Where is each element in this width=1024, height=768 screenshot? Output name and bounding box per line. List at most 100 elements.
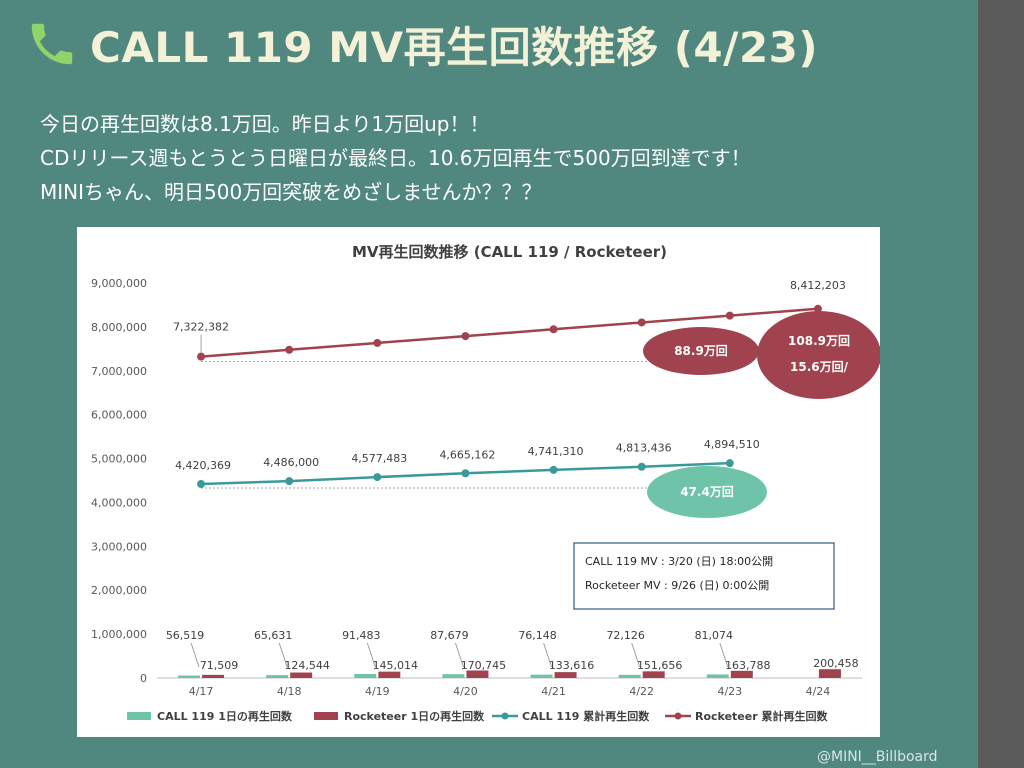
data-label-rocketeer-daily: 151,656	[637, 659, 683, 672]
data-label-call119-daily: 72,126	[606, 629, 645, 642]
y-tick-label: 2,000,000	[91, 584, 147, 597]
x-tick-label: 4/17	[189, 685, 214, 698]
point-call119-cumulative	[285, 477, 294, 486]
side-strip	[978, 0, 1024, 768]
data-label-call119-daily: 56,519	[166, 629, 205, 642]
chart-panel: MV再生回数推移 (CALL 119 / Rocketeer) 0 1,000,00…	[77, 227, 880, 737]
x-tick-label: 4/22	[629, 685, 654, 698]
bar-rocketeer-daily	[554, 672, 577, 678]
leader-line	[366, 642, 376, 668]
y-tick-label: 8,000,000	[91, 321, 147, 334]
point-rocketeer-cumulative	[725, 311, 734, 320]
y-tick-label: 3,000,000	[91, 540, 147, 553]
data-label-call119-cumulative: 4,420,369	[175, 459, 231, 472]
data-label-call119-cumulative: 4,577,483	[351, 452, 407, 465]
bar-rocketeer-daily	[290, 672, 313, 678]
bar-call119-daily	[530, 674, 553, 678]
bar-rocketeer-daily	[642, 671, 665, 678]
leader-line	[278, 642, 288, 668]
message-text: 今日の再生回数は8.1万回。昨日より1万回up！！ CDリリース週もとうとう日曜…	[40, 107, 751, 209]
bar-call119-daily	[442, 674, 465, 678]
legend-swatch	[127, 712, 151, 720]
bar-call119-daily	[618, 674, 641, 678]
message-line-2: CDリリース週もとうとう日曜日が最終日。10.6万回再生で500万回到達です！	[40, 146, 751, 170]
info-box-line: CALL 119 MV : 3/20 (日) 18:00公開	[585, 555, 773, 568]
point-call119-cumulative	[461, 469, 470, 478]
annotation-ellipse	[647, 466, 767, 518]
point-rocketeer-cumulative	[197, 352, 206, 361]
point-rocketeer-cumulative	[373, 338, 382, 347]
x-tick-label: 4/23	[717, 685, 742, 698]
info-box	[573, 542, 835, 610]
data-label-call119-cumulative: 4,665,162	[439, 448, 495, 461]
y-tick-label: 5,000,000	[91, 453, 147, 466]
data-label-call119-cumulative: 4,813,436	[616, 442, 672, 455]
data-label-call119-daily: 91,483	[342, 629, 381, 642]
point-call119-cumulative	[373, 473, 382, 482]
point-rocketeer-cumulative	[285, 345, 294, 354]
point-rocketeer-cumulative	[813, 304, 822, 313]
chart: MV再生回数推移 (CALL 119 / Rocketeer) 0 1,000,00…	[91, 243, 880, 723]
data-label-call119-cumulative: 4,894,510	[704, 438, 760, 451]
point-call119-cumulative	[549, 465, 558, 474]
bar-rocketeer-daily	[818, 669, 841, 678]
legend-label: CALL 119 累計再生回数	[522, 709, 650, 723]
chart-title: MV再生回数推移 (CALL 119 / Rocketeer)	[352, 243, 667, 261]
x-tick-label: 4/24	[806, 685, 831, 698]
annotation-ellipse	[757, 311, 880, 399]
bar-call119-daily	[354, 673, 377, 678]
annotation-ellipse	[643, 327, 759, 375]
legend-swatch	[501, 712, 509, 720]
leader-line	[543, 642, 552, 668]
bar-rocketeer-daily	[202, 674, 225, 678]
data-label-call119-daily: 76,148	[518, 629, 557, 642]
phone-icon	[20, 12, 84, 76]
watermark: @MINI__Billboard	[817, 749, 938, 765]
point-rocketeer-cumulative	[637, 318, 646, 327]
y-tick-label: 7,000,000	[91, 365, 147, 378]
message-line-3: MINIちゃん、明日500万回突破をめざしませんか？？？	[40, 180, 542, 204]
point-call119-cumulative	[725, 459, 734, 468]
data-label-rocketeer-daily: 145,014	[373, 659, 419, 672]
x-tick-label: 4/18	[277, 685, 302, 698]
point-call119-cumulative	[637, 462, 646, 471]
annotation-label: 88.9万回	[674, 344, 728, 358]
y-tick-label: 1,000,000	[91, 628, 147, 641]
data-label-rocketeer-daily: 170,745	[461, 659, 507, 672]
line-rocketeer-cumulative	[200, 307, 819, 358]
data-label-rocketeer-daily: 163,788	[725, 659, 771, 672]
annotation-label: 47.4万回	[680, 485, 734, 499]
legend-swatch	[674, 712, 682, 720]
legend-label: Rocketeer 累計再生回数	[695, 709, 828, 723]
point-call119-cumulative	[197, 479, 206, 488]
data-label-call119-cumulative: 4,741,310	[528, 445, 584, 458]
data-label-rocketeer-daily: 71,509	[200, 659, 239, 672]
y-tick-label: 9,000,000	[91, 277, 147, 290]
data-label-call119-daily: 87,679	[430, 629, 469, 642]
legend-label: Rocketeer 1日の再生回数	[344, 709, 485, 723]
point-rocketeer-cumulative	[549, 325, 558, 334]
y-tick-label: 6,000,000	[91, 409, 147, 422]
message-line-1: 今日の再生回数は8.1万回。昨日より1万回up！！	[40, 112, 490, 136]
leader-line	[190, 642, 200, 668]
data-label-rocketeer-cumulative: 8,412,203	[790, 279, 846, 292]
bar-call119-daily	[266, 675, 289, 678]
leader-line	[631, 642, 641, 668]
x-tick-label: 4/19	[365, 685, 390, 698]
leader-line	[455, 642, 464, 668]
annotation-label: 15.6万回/	[790, 360, 849, 374]
point-rocketeer-cumulative	[461, 332, 470, 341]
data-label-call119-daily: 81,074	[695, 629, 734, 642]
bar-rocketeer-daily	[378, 671, 401, 678]
data-label-rocketeer-daily: 133,616	[549, 659, 595, 672]
y-tick-label: 4,000,000	[91, 496, 147, 509]
data-label-call119-daily: 65,631	[254, 629, 293, 642]
legend-label: CALL 119 1日の再生回数	[157, 709, 293, 723]
leader-line	[719, 642, 729, 668]
bar-call119-daily	[178, 675, 201, 678]
bar-call119-daily	[706, 674, 729, 678]
info-box-line: Rocketeer MV : 9/26 (日) 0:00公開	[585, 579, 769, 592]
legend-swatch	[314, 712, 338, 720]
annotation-label: 108.9万回	[788, 334, 850, 348]
data-label-rocketeer-daily: 124,544	[284, 659, 330, 672]
